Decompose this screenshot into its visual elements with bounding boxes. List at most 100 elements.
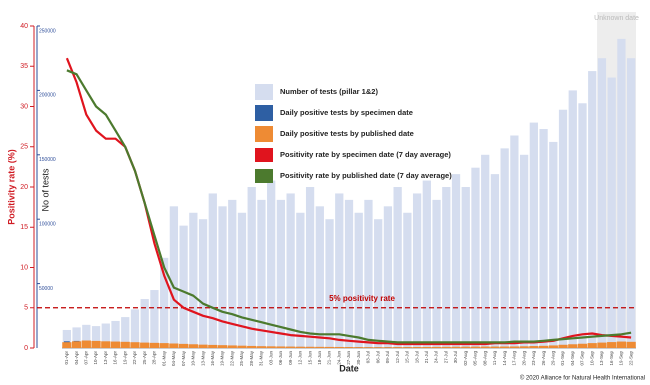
bar (335, 193, 344, 348)
bar (101, 341, 111, 348)
x-tick-label: 01-Apr (64, 351, 69, 365)
bar (548, 345, 558, 348)
y-tick-label: 50000 (39, 286, 53, 292)
bar (256, 346, 267, 348)
bar (81, 340, 91, 348)
bar (364, 199, 373, 348)
x-tick-label: 12-Jul (395, 351, 400, 363)
x-tick-label: 02-Aug (463, 351, 468, 366)
shaded-region-label: Unknown date (594, 15, 639, 22)
bar (169, 343, 179, 348)
bar (130, 309, 140, 348)
bar (344, 199, 354, 348)
bar (510, 135, 519, 348)
bar (441, 346, 451, 348)
bar (247, 345, 257, 348)
bar (549, 141, 558, 348)
x-tick-label: 22-May (229, 350, 234, 366)
y2-axis-title: Positivity rate (%) (6, 149, 16, 225)
legend-swatch (255, 105, 273, 121)
bar (101, 323, 110, 348)
x-tick-label: 06-Jul (375, 351, 380, 363)
bar (558, 109, 568, 348)
legend-label: Daily positive tests by published date (280, 129, 414, 138)
x-tick-label: 06-Jun (278, 351, 283, 365)
bar (568, 344, 578, 348)
bar (431, 346, 442, 348)
bar (383, 206, 393, 348)
bar (442, 187, 451, 348)
bar (159, 343, 169, 348)
footer: © 2020 Alliance for Natural Health Inter… (520, 375, 645, 382)
bar (461, 187, 470, 348)
x-tick-label: 22-Sep (628, 351, 633, 366)
bar (286, 193, 295, 348)
x-tick-label: 01-Sep (560, 351, 565, 366)
bar (276, 199, 286, 348)
x-tick-label: 13-Apr (103, 351, 108, 365)
bar (120, 341, 130, 348)
x-tick-label: 17-Aug (512, 351, 517, 366)
x-tick-label: 30-Jun (356, 351, 361, 365)
bar (198, 344, 208, 348)
x-tick-label: 07-May (181, 350, 186, 366)
x-tick-label: 10-Apr (93, 351, 98, 365)
y2-tick-label: 30 (20, 103, 28, 110)
x-tick-label: 13-Sep (599, 351, 604, 366)
x-tick-label: 11-Aug (492, 351, 497, 366)
x-tick-label: 22-Apr (132, 351, 137, 365)
x-tick-label: 04-Sep (570, 351, 575, 366)
x-tick-label: 27-Jun (346, 351, 351, 365)
legend: Number of tests (pillar 1&2) Daily positi… (255, 84, 452, 183)
bar (539, 129, 548, 348)
x-tick-label: 16-Apr (113, 351, 118, 365)
bar (189, 212, 198, 348)
reference-line-label: 5% positivity rate (329, 294, 395, 303)
x-tick-label: 12-Jun (298, 351, 303, 365)
bar (627, 58, 636, 348)
bar (481, 154, 490, 348)
bar (412, 347, 422, 348)
bar (140, 299, 149, 348)
y2-tick-label: 10 (20, 264, 28, 271)
y2-tick-label: 0 (24, 345, 28, 352)
x-tick-label: 03-Jul (366, 351, 371, 363)
y-axis-title: No of tests (40, 168, 50, 212)
bar (402, 347, 412, 348)
bar (597, 342, 607, 348)
x-tick-label: 25-Apr (142, 351, 147, 365)
bar (470, 346, 481, 348)
bar (237, 212, 247, 348)
x-tick-label: 14-Aug (502, 351, 507, 366)
bar (276, 346, 286, 348)
bar (305, 187, 315, 348)
bar (490, 174, 500, 348)
legend-label: Daily positive tests by specimen date (280, 108, 413, 117)
bar (490, 346, 500, 348)
bar (91, 340, 101, 348)
bar (179, 225, 188, 348)
bar (519, 346, 529, 348)
bar (149, 342, 160, 348)
bar (578, 103, 587, 348)
bar (451, 346, 461, 348)
legend-label: Positivity rate by published date (7 day… (280, 171, 452, 180)
bar (568, 90, 577, 349)
bar (363, 347, 374, 348)
x-axis-title: Date (339, 363, 359, 373)
bar (71, 341, 82, 348)
bar (509, 346, 520, 348)
bar (626, 341, 636, 348)
x-tick-label: 24-Jul (434, 351, 439, 363)
bar (228, 199, 237, 348)
legend-label: Number of tests (pillar 1&2) (280, 87, 378, 96)
bar (519, 154, 529, 348)
bar (295, 346, 305, 348)
x-tick-label: 18-Jul (414, 351, 419, 363)
bar (296, 212, 305, 348)
bar (422, 346, 432, 348)
x-tick-label: 24-Jun (336, 351, 341, 365)
y-tick-label: 200000 (39, 93, 56, 99)
bar (208, 344, 218, 348)
bar (597, 58, 607, 348)
